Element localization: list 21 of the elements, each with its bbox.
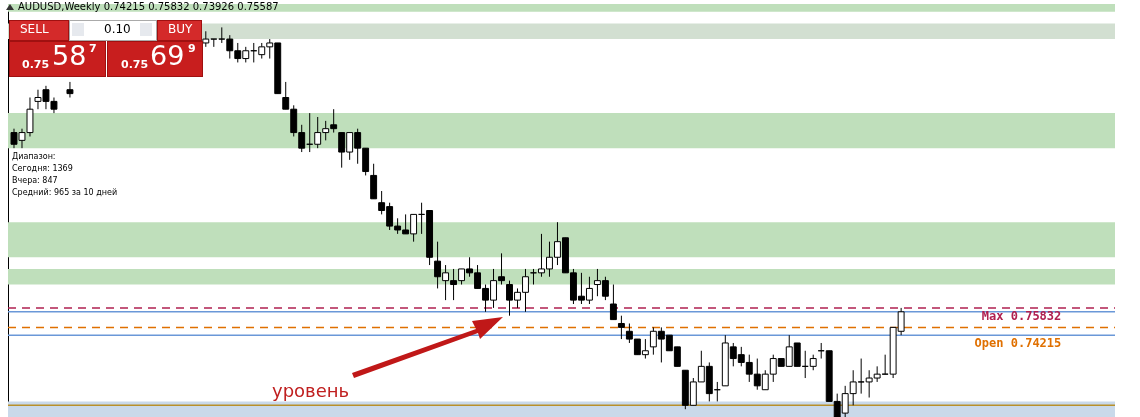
candlestick <box>617 315 625 340</box>
ref-line-label: Max 0.75832 <box>981 308 1062 323</box>
annotation: Средний: 965 за 10 дней <box>12 188 118 197</box>
candlestick <box>66 81 74 99</box>
annotation: Вчера: 847 <box>12 176 58 185</box>
candlestick <box>370 163 378 200</box>
annotation: SELL <box>20 22 49 36</box>
annotation: 9 <box>188 42 196 55</box>
candlestick <box>609 284 617 321</box>
annotation: BUY <box>168 22 193 36</box>
ref-line-label: Open 0.74215 <box>974 336 1062 351</box>
annotation: уровень <box>272 380 350 401</box>
annotation: 0.75 <box>22 58 50 71</box>
annotation: 58 <box>52 40 87 71</box>
annotation: 0.10 <box>104 22 131 36</box>
annotation: 69 <box>150 40 185 71</box>
annotation: 0.75 <box>121 58 149 71</box>
chart-title: AUDUSD,Weekly 0.74215 0.75832 0.73926 0.75587 <box>18 1 279 12</box>
annotation: 7 <box>89 42 97 55</box>
annotation: Диапазон: <box>12 152 56 161</box>
annotation: Сегодня: 1369 <box>12 164 73 173</box>
